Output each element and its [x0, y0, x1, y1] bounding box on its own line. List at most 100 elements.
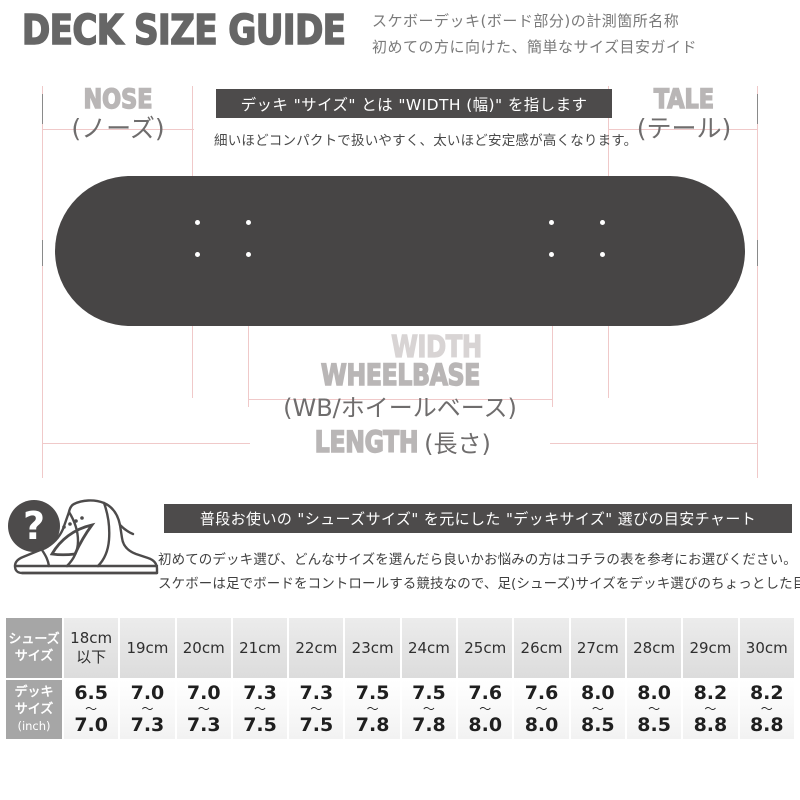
data-cell-12-max: 8.8 — [749, 714, 784, 736]
data-cell-10: 8.0 〜 8.5 — [626, 680, 682, 739]
data-cell-3-min: 7.3 — [243, 682, 277, 704]
data-cell-8-sep: 〜 — [535, 702, 548, 716]
data-cell-6-max: 7.8 — [412, 714, 446, 736]
data-cell-5-sep: 〜 — [366, 702, 379, 716]
chart-lead-line1: 初めてのデッキ選び、どんなサイズを選んだら良いかお悩みの方はコチラの表を参考にお… — [158, 552, 797, 568]
data-cell-12-min: 8.2 — [749, 682, 784, 704]
guide-line-right-outer — [757, 86, 758, 478]
data-cell-11-sep: 〜 — [704, 702, 717, 716]
header-cell-10-line1: 28cm — [633, 638, 676, 657]
header-cell-7-line1: 25cm — [464, 638, 507, 657]
data-cell-2-max: 7.3 — [186, 714, 221, 736]
tick-right-bot — [757, 240, 758, 266]
data-cell-4-min: 7.3 — [299, 682, 334, 704]
data-cell-10-max: 8.5 — [637, 714, 671, 736]
sneaker-icon — [13, 499, 159, 575]
row-label-deck-size: デッキ サイズ (inch) — [6, 680, 62, 739]
data-cell-3-max: 7.5 — [243, 714, 277, 736]
header-cell-1: 19cm — [120, 618, 175, 678]
data-cell-0-min: 6.5 — [74, 682, 108, 704]
header-cell-5-line1: 23cm — [351, 638, 394, 657]
header-cell-1-line1: 19cm — [126, 638, 169, 657]
wheelbase-leader-right — [552, 255, 553, 407]
data-cell-7-min: 7.6 — [468, 682, 503, 704]
header-cell-6-line1: 24cm — [407, 638, 450, 657]
header-cell-5: 23cm — [345, 618, 400, 678]
data-cell-10-sep: 〜 — [648, 702, 661, 716]
header-cell-0-line1: 18cm — [70, 629, 113, 647]
dimension-line-wheelbase — [248, 399, 552, 400]
width-label-jp: (幅) — [482, 332, 529, 362]
chart-section: ? 普段お使いの "シューズサイズ" を元にした "デッキ — [0, 492, 800, 800]
mounting-hole-tale-1 — [549, 220, 554, 225]
data-cell-11-max: 8.8 — [693, 714, 728, 736]
header-cell-4-line1: 22cm — [295, 638, 338, 657]
width-definition-note: 細いほどコンパクトで扱いやすく、太いほど安定感が高くなります。 — [214, 133, 638, 149]
row-label-shoe-size: シューズ サイズ — [6, 618, 62, 678]
deck-diagram: WIDTH(幅) NOSE (ノーズ) TALE (テール) デッキ "サイズ"… — [0, 72, 800, 492]
header-cell-9: 27cm — [570, 618, 625, 678]
row-label-deck-size-line2: サイズ — [14, 702, 54, 717]
data-cell-0-sep: 〜 — [85, 702, 98, 716]
data-cell-3-sep: 〜 — [254, 702, 267, 716]
data-cell-9-min: 8.0 — [580, 682, 615, 704]
data-cell-8: 7.6 〜 8.0 — [514, 680, 569, 739]
chart-lead-line2: スケボーは足でボードをコントロールする競技なので、足(シューズ)サイズをデッキ選… — [158, 576, 800, 592]
header-cell-9-line1: 27cm — [576, 638, 619, 657]
data-cell-6: 7.5 〜 7.8 — [401, 680, 457, 739]
mounting-hole-nose-4 — [246, 252, 251, 257]
width-definition-banner: デッキ "サイズ" とは "WIDTH (幅)" を指します — [216, 89, 612, 118]
data-cell-1-min: 7.0 — [130, 682, 165, 704]
data-cell-0-max: 7.0 — [74, 714, 108, 736]
data-cell-4-sep: 〜 — [310, 702, 323, 716]
header-cell-8: 26cm — [514, 618, 569, 678]
data-cell-3: 7.3 〜 7.5 — [232, 680, 288, 739]
header-subtitle: スケボーデッキ(ボード部分)の計測箇所名称 初めての方に向けた、簡単なサイズ目安… — [372, 8, 697, 60]
width-label: WIDTH(幅) — [55, 326, 800, 365]
row-label-shoe-size-line1: シューズ — [8, 632, 60, 647]
header-cell-0: 18cm 以下 — [64, 618, 119, 678]
nose-label: NOSE (ノーズ) — [38, 85, 198, 144]
data-cell-10-min: 8.0 — [637, 682, 671, 704]
mounting-hole-nose-2 — [246, 220, 251, 225]
tick-left-bot — [42, 240, 43, 266]
header-cell-3: 21cm — [232, 618, 288, 678]
data-cell-12-sep: 〜 — [760, 702, 773, 716]
data-cell-11: 8.2 〜 8.8 — [683, 680, 738, 739]
header-cell-12: 30cm — [739, 618, 794, 678]
mounting-hole-nose-1 — [195, 220, 200, 225]
data-cell-5: 7.5 〜 7.8 — [345, 680, 400, 739]
tick-left-top — [42, 94, 43, 124]
data-cell-4: 7.3 〜 7.5 — [289, 680, 344, 739]
guide-line-left-outer — [42, 86, 43, 478]
header-subtitle-line2: 初めての方に向けた、簡単なサイズ目安ガイド — [372, 38, 698, 56]
dimension-line-tale — [608, 129, 758, 130]
data-cell-1-sep: 〜 — [141, 702, 154, 716]
header-subtitle-line1: スケボーデッキ(ボード部分)の計測箇所名称 — [372, 12, 680, 30]
data-cell-8-max: 8.0 — [524, 714, 559, 736]
width-label-en: WIDTH — [391, 329, 483, 365]
size-chart-table: シューズ サイズ 18cm 以下 19cm 20cm 21cm 22cm 23c… — [4, 616, 796, 741]
mounting-hole-tale-2 — [600, 220, 605, 225]
mounting-hole-tale-4 — [600, 252, 605, 257]
table-row-deck-size: デッキ サイズ (inch) 6.5 〜 7.0 7.0 〜 7.3 — [6, 680, 794, 739]
header-cell-2: 20cm — [176, 618, 231, 678]
length-label: LENGTH (長さ) — [250, 424, 550, 460]
data-cell-9-sep: 〜 — [591, 702, 604, 716]
data-cell-2-min: 7.0 — [186, 682, 221, 704]
dimension-line-nose — [42, 129, 194, 130]
row-label-shoe-size-line2: サイズ — [14, 649, 54, 664]
data-cell-1: 7.0 〜 7.3 — [120, 680, 175, 739]
data-cell-7-sep: 〜 — [479, 702, 492, 716]
data-cell-12: 8.2 〜 8.8 — [739, 680, 794, 739]
data-cell-5-max: 7.8 — [355, 714, 390, 736]
header-cell-8-line1: 26cm — [520, 638, 563, 657]
data-cell-9-max: 8.5 — [580, 714, 615, 736]
table-row-shoe-size: シューズ サイズ 18cm 以下 19cm 20cm 21cm 22cm 23c… — [6, 618, 794, 678]
header-cell-7: 25cm — [458, 618, 513, 678]
header-cell-4: 22cm — [289, 618, 344, 678]
data-cell-11-min: 8.2 — [693, 682, 728, 704]
nose-label-jp: (ノーズ) — [71, 114, 165, 143]
data-cell-2-sep: 〜 — [197, 702, 210, 716]
